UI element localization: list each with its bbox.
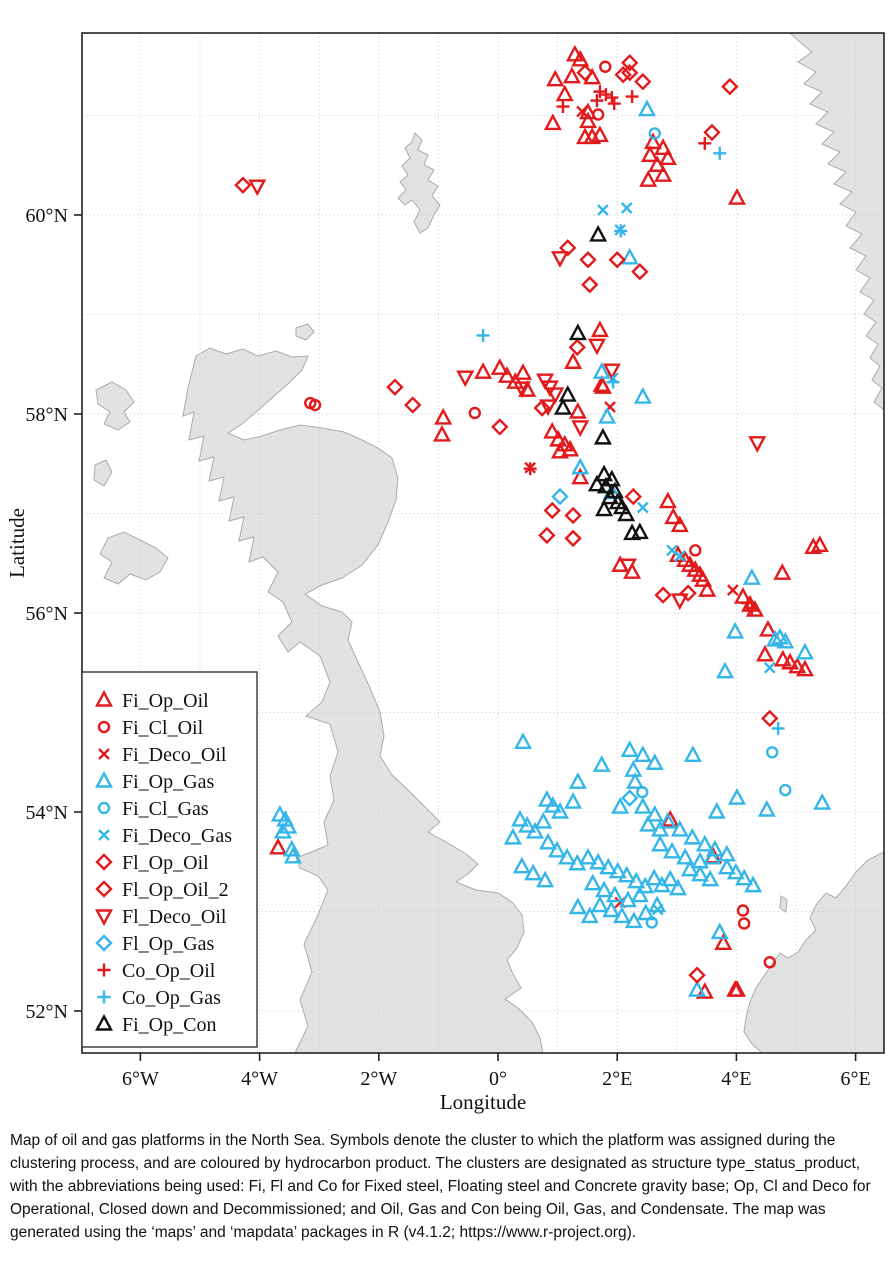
x-tick-label: 6°W <box>122 1068 159 1090</box>
legend-item-label: Fl_Op_Oil_2 <box>122 879 229 901</box>
legend-item-Fi_Deco_Gas: Fi_Deco_Gas <box>98 825 232 847</box>
series-Fi_Deco_Gas <box>597 202 776 916</box>
y-tick-label: 54°N <box>26 802 68 824</box>
legend-item-Fi_Op_Oil: Fi_Op_Oil <box>94 689 209 712</box>
legend-item-Fi_Deco_Oil: Fi_Deco_Oil <box>98 744 227 766</box>
legend-item-label: Fi_Op_Con <box>122 1014 216 1036</box>
series-Fi_Op_Oil <box>269 44 829 999</box>
series-Fl_Deco_Oil <box>248 179 767 611</box>
legend-item-Fi_Cl_Gas: Fi_Cl_Gas <box>97 798 209 820</box>
land-skye-mull <box>99 531 169 585</box>
series-Fl_Op_Oil_2 <box>543 338 586 520</box>
legend-item-Fi_Op_Gas: Fi_Op_Gas <box>94 770 214 793</box>
series-Co_Op_Gas <box>476 146 785 735</box>
y-tick-label: 60°N <box>26 205 68 227</box>
y-tick-label: 58°N <box>26 404 68 426</box>
legend-item-Fi_Cl_Oil: Fi_Cl_Oil <box>97 717 204 739</box>
legend-item-label: Fl_Deco_Oil <box>122 906 227 928</box>
legend-box <box>81 671 258 1048</box>
series-Fl_Op_Gas <box>551 487 639 807</box>
x-axis-title: Longitude <box>440 1090 526 1114</box>
y-tick-label: 52°N <box>26 1001 68 1023</box>
land-continental-coast <box>743 851 884 1053</box>
legend-item-Fl_Op_Gas: Fl_Op_Gas <box>95 933 214 955</box>
x-tick-label: 4°W <box>241 1068 278 1090</box>
legend-item-Fl_Op_Oil_2: Fl_Op_Oil_2 <box>95 879 229 901</box>
legend-item-label: Fi_Op_Gas <box>122 771 214 793</box>
land-lewis-harris <box>95 381 135 431</box>
y-tick-label: 56°N <box>26 603 68 625</box>
land-great-britain <box>182 347 544 1053</box>
x-tick-label: 0° <box>489 1068 507 1090</box>
land-shetland <box>397 132 441 234</box>
series-Fi_Op_Gas <box>270 99 832 997</box>
map-plot-area <box>82 33 884 1053</box>
legend-item-label: Fl_Op_Oil <box>122 852 209 874</box>
y-axis-title: Latitude <box>5 508 29 578</box>
x-tick-label: 2°W <box>360 1068 397 1090</box>
series-Fl_Op_Oil <box>234 54 779 984</box>
legend-item-Co_Op_Oil: Co_Op_Oil <box>97 960 216 982</box>
series-Co_Op_Oil <box>523 85 759 615</box>
land-orkney <box>295 323 315 341</box>
legend-item-Fi_Op_Con: Fi_Op_Con <box>94 1013 216 1036</box>
series-Fi_Cl_Gas <box>636 127 792 929</box>
legend-item-label: Fi_Deco_Gas <box>122 825 232 847</box>
x-tick-label: 6°E <box>840 1068 870 1090</box>
land-wadden-island <box>779 895 788 913</box>
x-tick-label: 2°E <box>602 1068 632 1090</box>
figure-caption: Map of oil and gas platforms in the Nort… <box>10 1132 871 1241</box>
legend-item-label: Fi_Cl_Oil <box>122 717 204 739</box>
legend-item-Fl_Op_Oil: Fl_Op_Oil <box>95 852 209 874</box>
plot-border <box>81 32 885 1054</box>
legend-item-label: Fi_Cl_Gas <box>122 798 209 820</box>
north-sea-platform-map: 6°W 4°W 2°W 0° 2°E 4°E 6°E 60°N 58°N 56°N 54°N 52°N… <box>5 32 885 1114</box>
legend: Fi_Op_Oil Fi_Cl_Oil Fi_Deco_Oil Fi_Op_Gas Fi… <box>81 671 258 1048</box>
legend-item-label: Fi_Op_Oil <box>122 690 209 712</box>
legend-item-Co_Op_Gas: Co_Op_Gas <box>97 987 221 1009</box>
x-tick-label: 4°E <box>721 1068 751 1090</box>
legend-item-label: Fi_Deco_Oil <box>122 744 227 766</box>
legend-item-label: Co_Op_Gas <box>122 987 221 1009</box>
legend-item-label: Co_Op_Oil <box>122 960 216 982</box>
land-uist <box>93 459 113 487</box>
series-Fi_Op_Con <box>553 224 649 541</box>
land-norway <box>789 33 884 411</box>
legend-item-Fl_Deco_Oil: Fl_Deco_Oil <box>94 906 227 928</box>
series-Fi_Cl_Oil <box>304 60 776 969</box>
legend-item-label: Fl_Op_Gas <box>122 933 214 955</box>
